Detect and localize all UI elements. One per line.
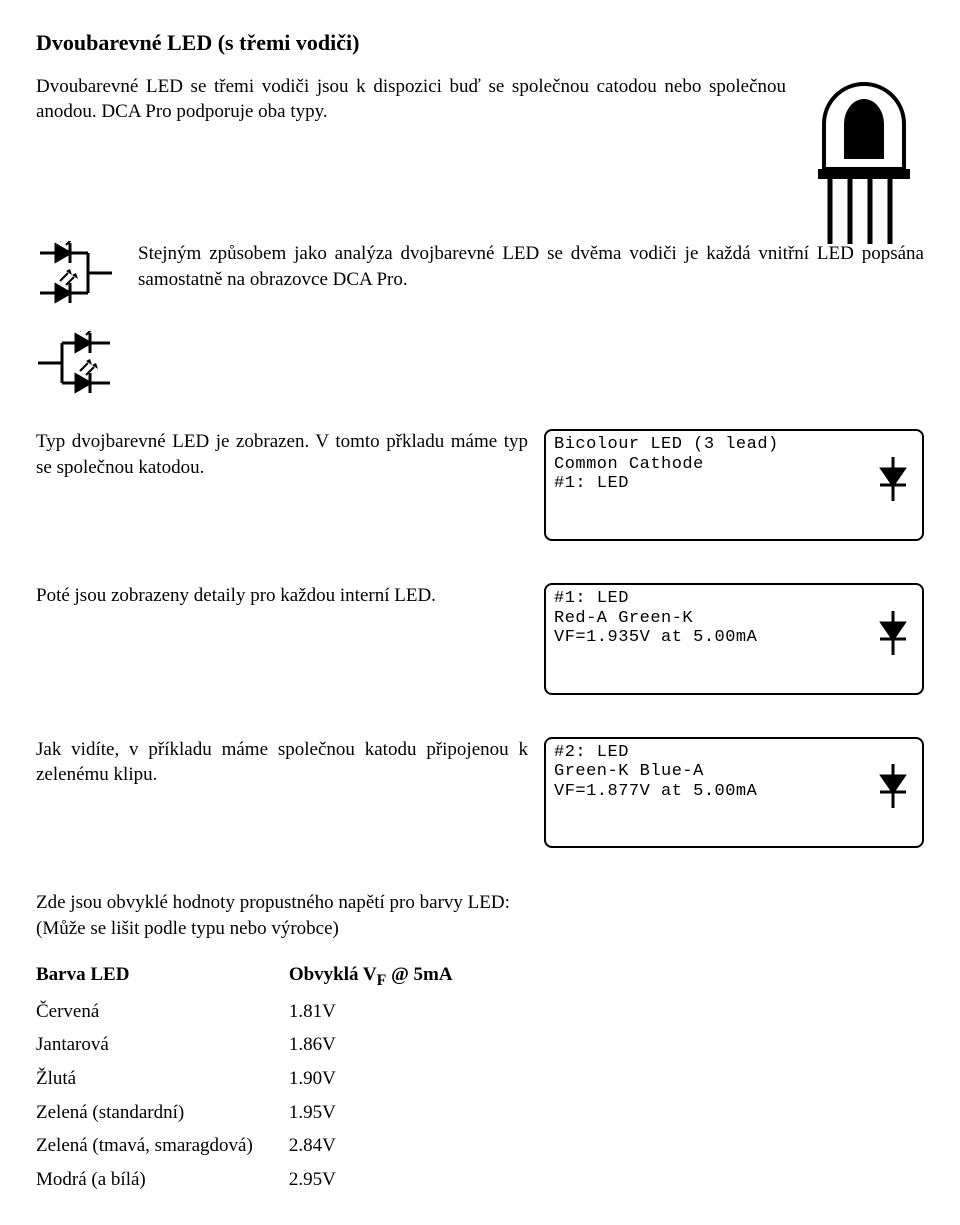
- diode-symbol-icon: [786, 435, 914, 535]
- table-intro-line2: (Může se lišit podle typu nebo výrobce): [36, 916, 924, 942]
- table-header-vf: Obvyklá VF @ 5mA: [289, 958, 489, 995]
- table-row: Jantarová1.86V: [36, 1028, 489, 1062]
- lcd2-line3: VF=1.935V at 5.00mA: [554, 628, 757, 647]
- led-color-table: Barva LED Obvyklá VF @ 5mA Červená1.81VJ…: [36, 958, 489, 1197]
- table-header-vf-suffix: @ 5mA: [386, 964, 452, 985]
- table-cell-vf: 2.95V: [289, 1163, 489, 1197]
- led-illustration: [804, 74, 924, 252]
- table-header-vf-prefix: Obvyklá V: [289, 964, 377, 985]
- lcd3-line1: #2: LED: [554, 743, 629, 762]
- diode-symbol-icon: [786, 743, 914, 843]
- lcd1-line1: Bicolour LED (3 lead): [554, 435, 779, 454]
- table-cell-color: Červená: [36, 995, 289, 1029]
- table-cell-vf: 1.90V: [289, 1062, 489, 1096]
- paragraph-3: Typ dvojbarevné LED je zobrazen. V tomto…: [36, 429, 528, 480]
- page-title: Dvoubarevné LED (s třemi vodiči): [36, 28, 924, 58]
- lcd-display-3: #2: LED Green-K Blue-A VF=1.877V at 5.00…: [544, 737, 924, 849]
- lcd3-line3: VF=1.877V at 5.00mA: [554, 782, 757, 801]
- table-cell-color: Žlutá: [36, 1062, 289, 1096]
- lcd2-line2: Red-A Green-K: [554, 609, 693, 628]
- schematic-symbol-common-cathode: [36, 241, 126, 309]
- intro-paragraph-2: Stejným způsobem jako analýza dvojbarevn…: [138, 241, 924, 292]
- diode-symbol-icon: [786, 589, 914, 689]
- lcd2-line1: #1: LED: [554, 589, 629, 608]
- table-cell-vf: 2.84V: [289, 1129, 489, 1163]
- table-row: Červená1.81V: [36, 995, 489, 1029]
- table-cell-vf: 1.81V: [289, 995, 489, 1029]
- lcd1-line2: Common Cathode: [554, 455, 704, 474]
- table-header-vf-sub: F: [377, 971, 387, 988]
- lcd-display-1: Bicolour LED (3 lead) Common Cathode #1:…: [544, 429, 924, 541]
- table-row: Modrá (a bílá)2.95V: [36, 1163, 489, 1197]
- table-cell-vf: 1.95V: [289, 1096, 489, 1130]
- schematic-symbol-common-anode: [36, 331, 122, 399]
- lcd-display-2: #1: LED Red-A Green-K VF=1.935V at 5.00m…: [544, 583, 924, 695]
- paragraph-5: Jak vidíte, v příkladu máme společnou ka…: [36, 737, 528, 788]
- table-cell-color: Zelená (tmavá, smaragdová): [36, 1129, 289, 1163]
- table-row: Zelená (standardní)1.95V: [36, 1096, 489, 1130]
- table-intro-line1: Zde jsou obvyklé hodnoty propustného nap…: [36, 890, 924, 916]
- table-cell-color: Zelená (standardní): [36, 1096, 289, 1130]
- lcd1-line3: #1: LED: [554, 474, 629, 493]
- table-row: Zelená (tmavá, smaragdová)2.84V: [36, 1129, 489, 1163]
- table-cell-color: Modrá (a bílá): [36, 1163, 289, 1197]
- table-header-row: Barva LED Obvyklá VF @ 5mA: [36, 958, 489, 995]
- table-cell-vf: 1.86V: [289, 1028, 489, 1062]
- table-header-color: Barva LED: [36, 958, 289, 995]
- table-row: Žlutá1.90V: [36, 1062, 489, 1096]
- intro-paragraph-1: Dvoubarevné LED se třemi vodiči jsou k d…: [36, 74, 786, 125]
- lcd3-line2: Green-K Blue-A: [554, 762, 704, 781]
- table-cell-color: Jantarová: [36, 1028, 289, 1062]
- paragraph-4: Poté jsou zobrazeny detaily pro každou i…: [36, 583, 528, 609]
